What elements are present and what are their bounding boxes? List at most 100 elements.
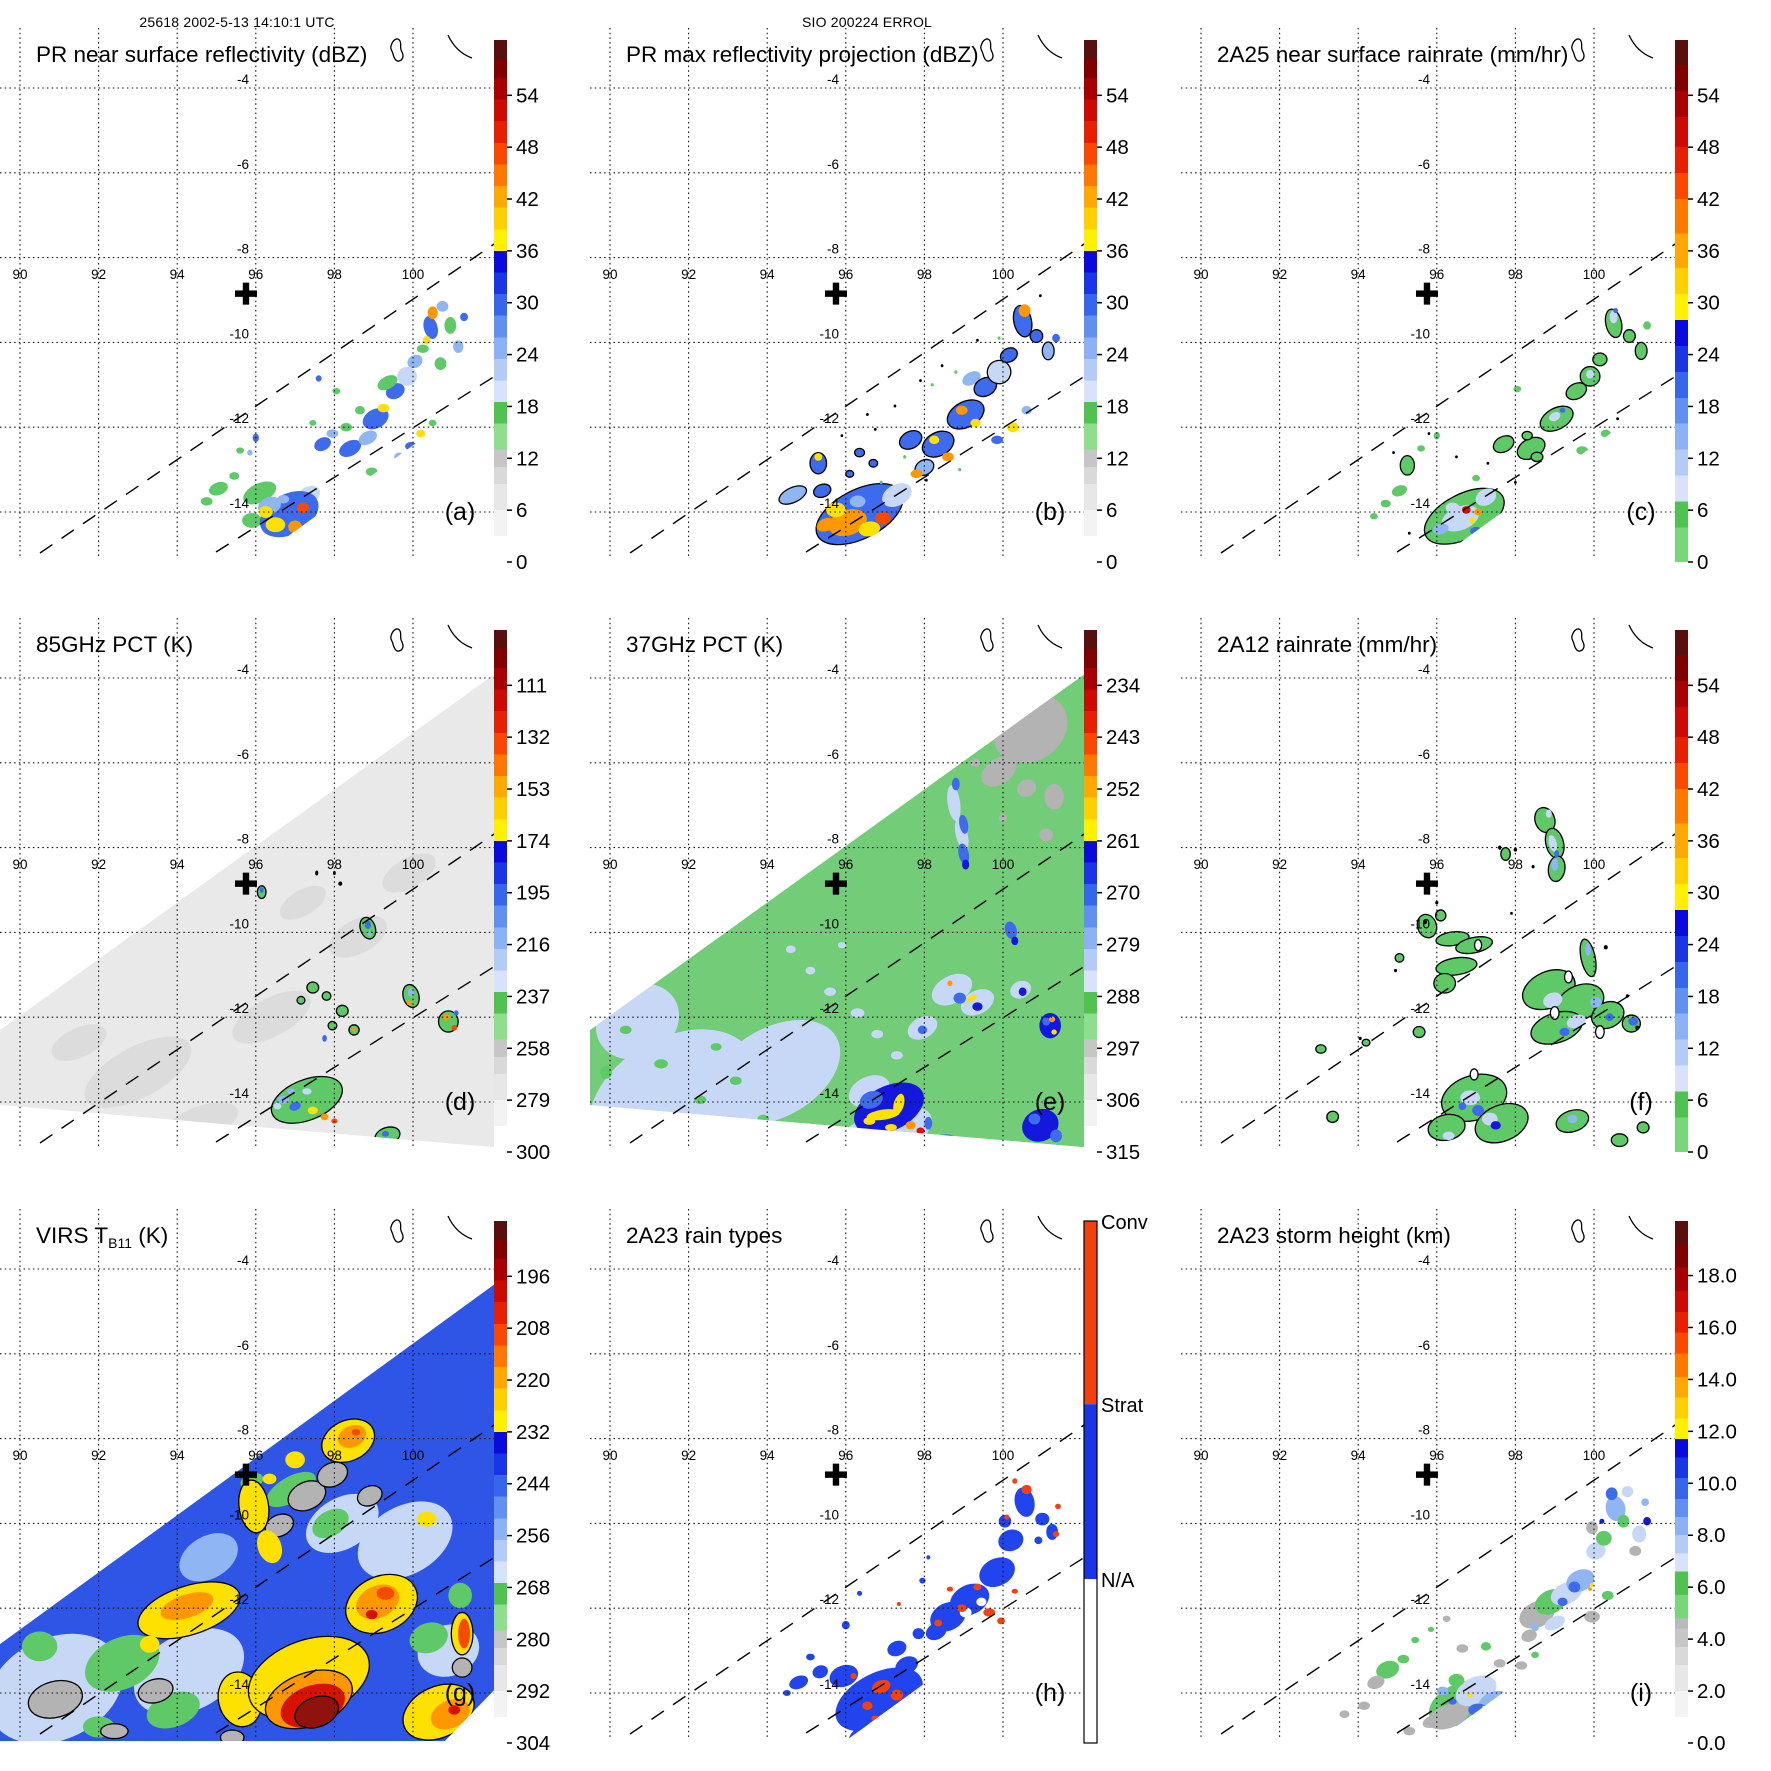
lon-label: 90 [1193, 1448, 1208, 1463]
data-blob [813, 483, 832, 499]
lon-label: 96 [248, 267, 263, 282]
colorbar-tick-label: 0 [1106, 551, 1117, 574]
data-blob [1481, 1705, 1486, 1710]
colorbar-label: Conv [1101, 1212, 1148, 1234]
data-blob [1497, 845, 1501, 851]
data-blob [451, 1657, 473, 1678]
data-blob [966, 994, 978, 1003]
data-blob [338, 881, 343, 887]
data-blob [845, 469, 855, 478]
data-blob [958, 843, 970, 865]
coastline-arc-icon [447, 1215, 473, 1240]
data-blob [1357, 1701, 1370, 1710]
colorbar-tick-label: 6 [1697, 499, 1708, 522]
data-blob [1412, 1026, 1426, 1039]
data-blob [970, 418, 981, 428]
island-outline-icon [1570, 628, 1585, 653]
data-blob [1553, 850, 1559, 859]
data-blob [1568, 463, 1572, 467]
swath-dashed-lines [629, 1418, 1094, 1735]
colorbar-tick-label: 30 [1697, 882, 1720, 905]
lat-label: -8 [827, 1422, 839, 1437]
data-blob [1403, 1726, 1415, 1736]
island-outline-icon [1570, 1218, 1585, 1243]
data-blob [273, 1103, 282, 1110]
data-blob [306, 981, 320, 995]
data-blob [242, 513, 262, 528]
lat-label: -14 [229, 1677, 249, 1692]
data-blob [1545, 809, 1552, 819]
data-blob [997, 1617, 1006, 1624]
data-blob [289, 1102, 301, 1112]
data-blob [1436, 1686, 1449, 1695]
data-blob [1640, 1498, 1649, 1506]
lat-label: -8 [827, 242, 839, 257]
swath-edge-line [215, 960, 504, 1143]
data-blob [1399, 454, 1415, 476]
data-blob [1530, 1623, 1539, 1631]
colorbar-tick-label: 14.0 [1697, 1368, 1737, 1391]
data-blob [27, 1679, 83, 1719]
data-blob [1513, 480, 1517, 484]
data-blob [816, 517, 836, 532]
lon-label: 92 [91, 1448, 106, 1463]
data-blob [919, 1577, 926, 1584]
panel-title: 2A23 rain types [626, 1223, 782, 1248]
colorbar-segment [1084, 1220, 1098, 1404]
lon-label: 90 [12, 857, 27, 872]
data-blob [1407, 531, 1411, 535]
data-blob [1609, 310, 1618, 324]
data-blob [926, 1554, 931, 1560]
panel-d: 90 92 94 96 98 100 -4 -6 -8 -10 -12 -14 85GHz PCT (K… [0, 590, 591, 1181]
data-blob [976, 1597, 987, 1606]
colorbar-tick-label: 54 [1106, 84, 1129, 107]
data-blob [1469, 1068, 1479, 1081]
colorbar-tick-label: 10.0 [1697, 1472, 1737, 1495]
data-blob [872, 1679, 891, 1694]
colorbar-tick-label: 216 [516, 934, 550, 957]
storm-center-cross-icon [1415, 282, 1438, 305]
data-blob [947, 1586, 954, 1592]
data-blob [694, 1095, 707, 1105]
data-blob [405, 442, 417, 451]
data-blob [1391, 485, 1407, 497]
data-blob [1050, 1129, 1063, 1143]
colorbar-tick-label: 42 [1697, 188, 1720, 211]
data-blob [858, 521, 881, 537]
data-blob [1513, 385, 1521, 393]
data-blob [1548, 835, 1557, 852]
data-blob [953, 992, 967, 1004]
lon-label: 92 [91, 267, 106, 282]
data-blob [448, 1704, 461, 1715]
colorbar-tick-label: 6.0 [1697, 1576, 1726, 1599]
colorbar-tick-label: 0 [516, 551, 527, 574]
data-blob [1454, 455, 1458, 459]
data-blob [339, 439, 362, 457]
data-blob [879, 480, 884, 485]
lon-label: 100 [1582, 857, 1605, 872]
colorbar-tick-label: 18 [516, 395, 539, 418]
data-blob [1615, 417, 1619, 421]
colorbar: 111 132 153 174 195 216 237 258 279 300 [494, 630, 550, 1164]
panel-i: 90 92 94 96 98 100 -4 -6 -8 -10 -12 -14 2A23 storm h… [1180, 1181, 1771, 1771]
coastline-arc-icon [1628, 1215, 1653, 1240]
lat-label: -14 [820, 496, 840, 511]
data-blob [1603, 945, 1608, 950]
lon-label: 96 [248, 857, 263, 872]
data-blob [838, 942, 847, 949]
lon-label: 98 [1508, 267, 1523, 282]
panel-h: 90 92 94 96 98 100 -4 -6 -8 -10 -12 -14 2A23 rain ty… [590, 1181, 1181, 1771]
swath-dashed-lines [39, 1418, 504, 1735]
data-blob [942, 452, 955, 462]
data-blob [1011, 1588, 1019, 1594]
data-blob [355, 406, 365, 415]
data-blob [903, 455, 907, 459]
lon-label: 96 [1429, 1448, 1444, 1463]
lat-label: -10 [820, 1507, 840, 1522]
data-blob [1585, 1520, 1598, 1534]
data-blob [730, 1076, 742, 1086]
data-blob [1021, 406, 1033, 415]
data-blob [208, 481, 228, 496]
